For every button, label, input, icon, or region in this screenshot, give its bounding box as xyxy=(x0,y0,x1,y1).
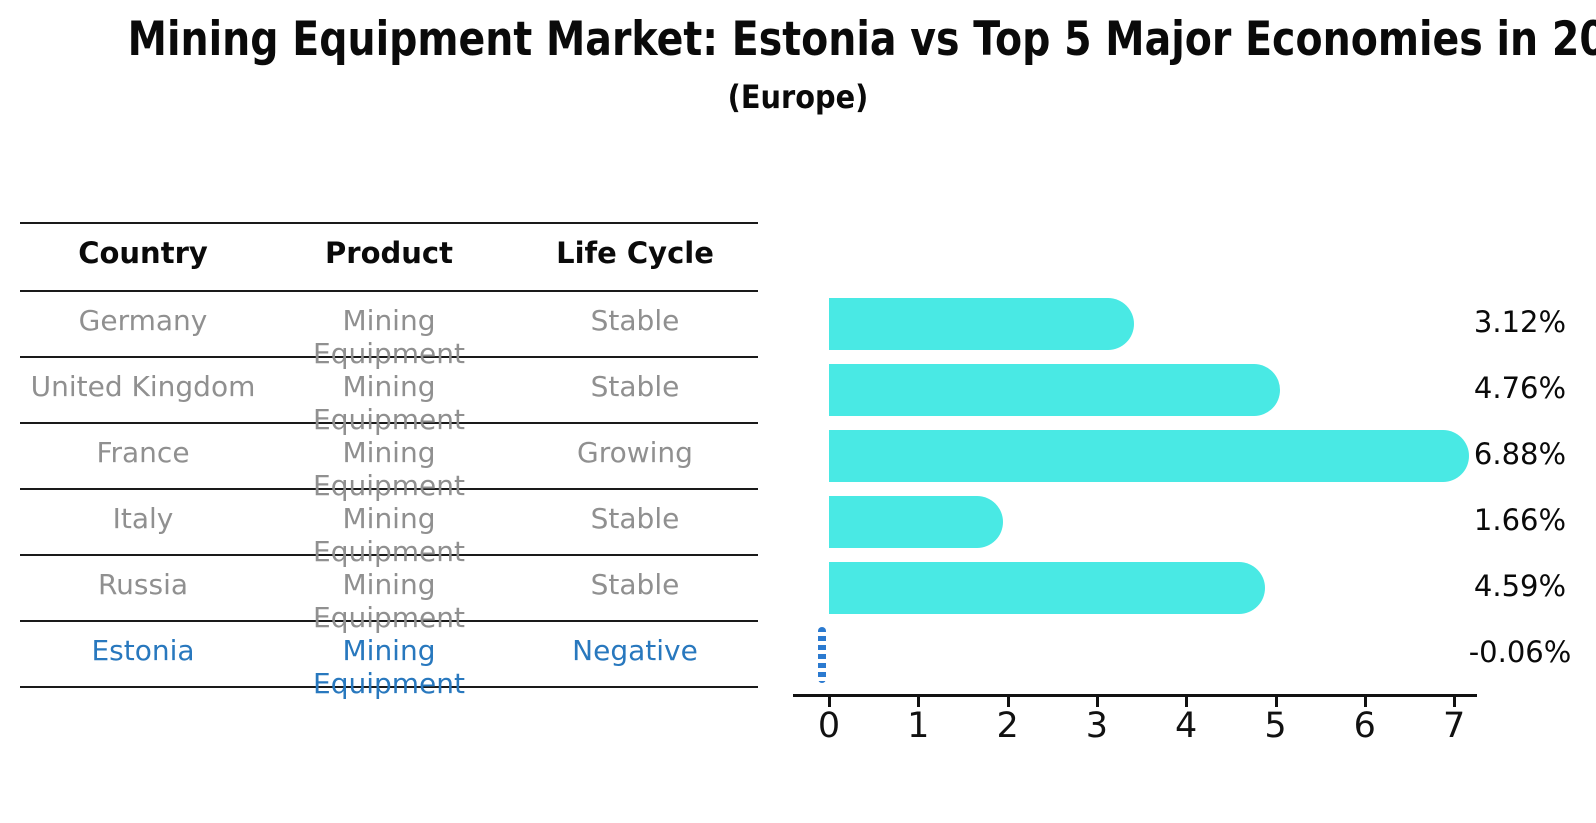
x-tick-label: 6 xyxy=(1353,706,1376,746)
value-label: 4.76% xyxy=(1473,371,1567,405)
table-row: Italy Mining Equipment Stable xyxy=(20,502,758,568)
cell-country: Estonia xyxy=(91,634,195,667)
x-tick-mark xyxy=(1095,695,1099,707)
cell-product: Mining Equipment xyxy=(313,568,465,634)
table-rule xyxy=(20,422,758,424)
chart-title: Mining Equipment Market: Estonia vs Top … xyxy=(127,12,1596,67)
x-tick-label: 3 xyxy=(1085,706,1109,746)
x-tick-mark xyxy=(1274,695,1278,707)
x-tick-label: 2 xyxy=(996,706,1019,746)
value-label: 3.12% xyxy=(1473,305,1567,339)
bar-united-kingdom xyxy=(829,364,1281,416)
x-tick-label: 7 xyxy=(1442,706,1466,746)
x-tick-mark xyxy=(917,695,921,707)
x-tick-label: 0 xyxy=(817,706,841,746)
value-label: 6.88% xyxy=(1473,437,1567,471)
value-label: -0.06% xyxy=(1468,635,1572,669)
x-tick-mark xyxy=(1453,695,1457,707)
column-header-country: Country xyxy=(78,236,208,270)
table-header-row: Country Product Life Cycle xyxy=(20,236,758,270)
value-label: 4.59% xyxy=(1473,569,1567,603)
table-rule xyxy=(20,620,758,622)
x-tick-label: 4 xyxy=(1175,706,1198,746)
table-rule xyxy=(20,488,758,490)
table-row: France Mining Equipment Growing xyxy=(20,436,758,502)
cell-country: Italy xyxy=(112,502,174,535)
negative-value-marker-estonia xyxy=(817,627,826,683)
bar-italy xyxy=(829,496,1004,548)
cell-life-cycle: Stable xyxy=(590,502,680,535)
x-tick-mark xyxy=(1363,695,1367,707)
cell-life-cycle: Stable xyxy=(590,370,680,403)
cell-product: Mining Equipment xyxy=(313,304,465,370)
x-tick-mark xyxy=(1006,695,1010,707)
table-rule xyxy=(20,686,758,688)
cell-life-cycle: Negative xyxy=(572,634,698,667)
bar-germany xyxy=(829,298,1134,350)
table-rule xyxy=(20,222,758,224)
table-row: Germany Mining Equipment Stable xyxy=(20,304,758,370)
x-axis-line xyxy=(793,694,1477,697)
column-header-product: Product xyxy=(325,236,453,270)
cell-life-cycle: Growing xyxy=(577,436,693,469)
x-tick-mark xyxy=(828,695,831,707)
cell-product: Mining Equipment xyxy=(313,370,465,436)
x-tick-label: 1 xyxy=(907,706,930,746)
bar-russia xyxy=(829,562,1265,614)
chart-subtitle: (Europe) xyxy=(727,78,869,116)
cell-product: Mining Equipment xyxy=(313,502,465,568)
x-tick-mark xyxy=(1185,695,1189,707)
bar-france xyxy=(829,430,1470,482)
table-rule xyxy=(20,554,758,556)
cell-life-cycle: Stable xyxy=(590,304,680,337)
table-row: United Kingdom Mining Equipment Stable xyxy=(20,370,758,436)
cell-life-cycle: Stable xyxy=(590,568,680,601)
table-rule xyxy=(20,290,758,292)
cell-product: Mining Equipment xyxy=(313,436,465,502)
value-label: 1.66% xyxy=(1473,503,1567,537)
cell-country: Russia xyxy=(97,568,189,601)
x-tick-label: 5 xyxy=(1264,706,1287,746)
table-row: Russia Mining Equipment Stable xyxy=(20,568,758,634)
column-header-life-cycle: Life Cycle xyxy=(556,236,714,270)
cell-product: Mining Equipment xyxy=(313,634,465,700)
table-rule xyxy=(20,356,758,358)
table-row: Estonia Mining Equipment Negative xyxy=(20,634,758,700)
cell-country: United Kingdom xyxy=(30,370,256,403)
cell-country: France xyxy=(96,436,190,469)
cell-country: Germany xyxy=(78,304,208,337)
